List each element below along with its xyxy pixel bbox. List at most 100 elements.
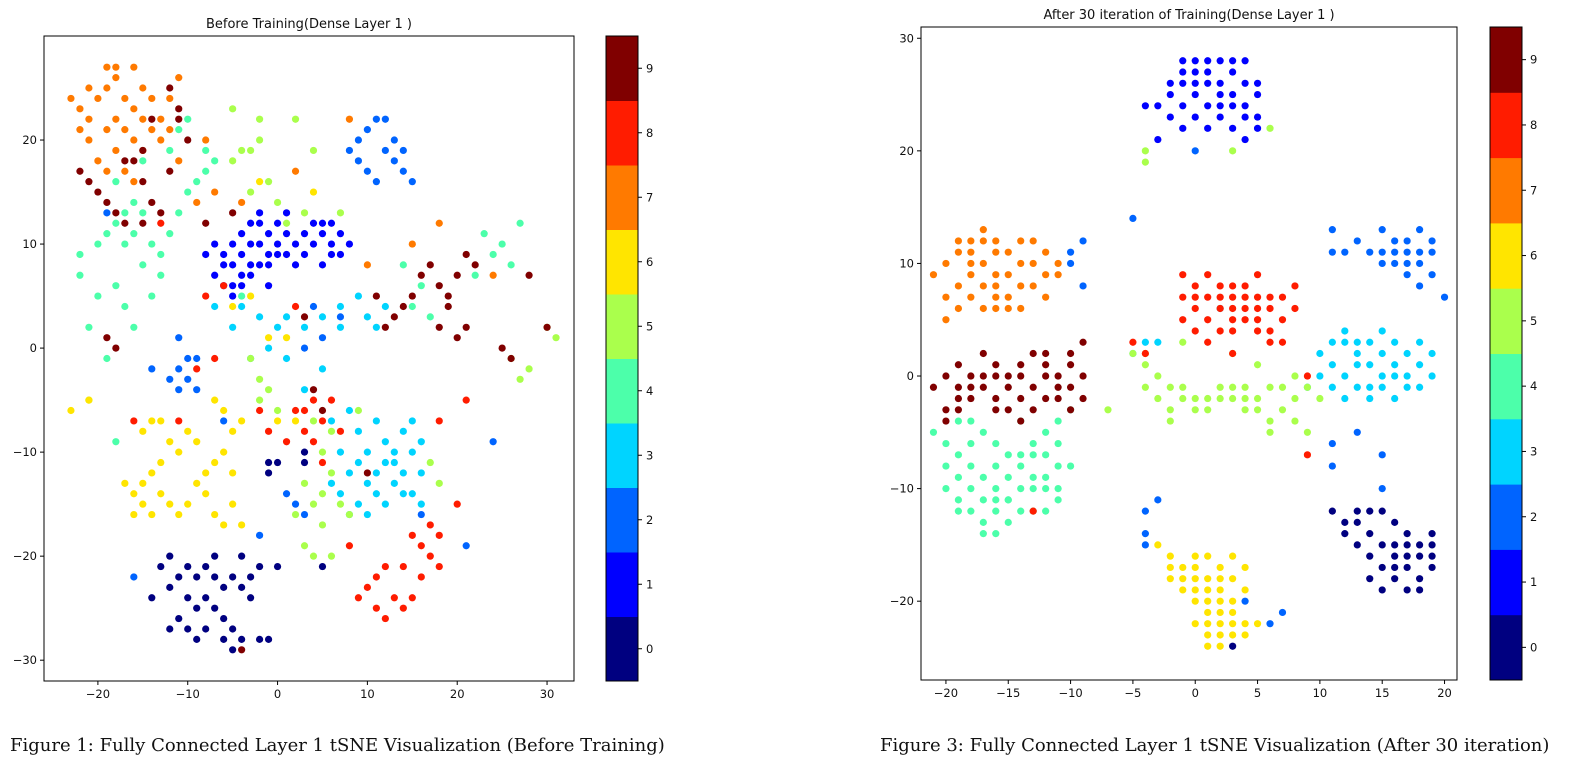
scatter-point-class-2 xyxy=(390,136,398,144)
scatter-point-class-5 xyxy=(300,209,309,217)
scatter-point-class-1 xyxy=(318,261,327,269)
scatter-point-class-4 xyxy=(1004,473,1012,481)
scatter-point-class-1 xyxy=(273,219,282,227)
scatter-point-class-4 xyxy=(954,451,962,459)
scatter-point-class-8 xyxy=(1216,282,1224,290)
scatter-point-class-3 xyxy=(417,500,425,508)
scatter-point-class-3 xyxy=(1416,361,1424,369)
scatter-point-class-6 xyxy=(1154,541,1162,549)
scatter-point-class-9 xyxy=(1029,349,1037,358)
scatter-point-class-1 xyxy=(345,240,354,248)
scatter-point-class-7 xyxy=(291,167,300,175)
scatter-point-class-8 xyxy=(408,594,416,602)
colorbar-tick-label: 9 xyxy=(646,61,653,75)
scatter-point-class-2 xyxy=(1378,451,1386,459)
scatter-point-class-3 xyxy=(1316,349,1324,358)
scatter-point-class-5 xyxy=(309,552,318,560)
colorbar-tick-label: 6 xyxy=(646,255,653,269)
scatter-point-class-7 xyxy=(1054,271,1062,279)
scatter-point-class-9 xyxy=(1079,338,1087,346)
scatter-point-class-8 xyxy=(1029,507,1037,515)
scatter-point-class-4 xyxy=(166,146,174,155)
scatter-point-class-5 xyxy=(1229,147,1237,155)
scatter-point-class-3 xyxy=(1341,338,1349,346)
scatter-point-class-1 xyxy=(1166,113,1174,121)
scatter-point-class-4 xyxy=(166,230,174,238)
scatter-point-class-0 xyxy=(1403,541,1411,549)
scatter-point-class-0 xyxy=(193,635,201,643)
scatter-point-class-4 xyxy=(94,240,102,248)
scatter-point-class-5 xyxy=(552,334,560,342)
colorbar-tick-label: 7 xyxy=(646,190,653,204)
scatter-point-class-8 xyxy=(354,594,363,602)
scatter-point-class-9 xyxy=(1066,361,1075,369)
scatter-point-class-4 xyxy=(184,188,192,196)
colorbar-tick-label: 8 xyxy=(646,126,653,140)
scatter-point-class-0 xyxy=(1416,586,1424,594)
scatter-point-class-4 xyxy=(1066,462,1075,470)
scatter-point-class-8 xyxy=(1216,293,1224,301)
plot-frame xyxy=(920,26,1458,681)
scatter-point-class-6 xyxy=(166,500,174,508)
colorbar-segment-3 xyxy=(1490,418,1522,485)
scatter-point-class-5 xyxy=(1141,383,1149,391)
scatter-point-class-3 xyxy=(1391,372,1399,380)
scatter-point-class-2 xyxy=(1241,597,1249,605)
scatter-point-class-2 xyxy=(1403,259,1411,268)
scatter-point-class-8 xyxy=(1229,304,1237,313)
scatter-point-class-1 xyxy=(1253,124,1262,132)
scatter-point-class-7 xyxy=(76,126,84,134)
colorbar-segment-8 xyxy=(606,100,638,166)
scatter-point-class-6 xyxy=(1216,575,1224,583)
colorbar-tick-label: 4 xyxy=(1530,379,1537,393)
scatter-point-class-6 xyxy=(211,458,219,467)
scatter-point-class-7 xyxy=(435,219,443,227)
scatter-point-class-3 xyxy=(381,458,389,467)
scatter-point-class-7 xyxy=(103,84,111,92)
scatter-point-class-8 xyxy=(1179,316,1187,324)
scatter-point-class-0 xyxy=(175,573,183,581)
scatter-point-class-3 xyxy=(354,500,363,508)
scatter-point-class-5 xyxy=(247,146,255,155)
scatter-point-class-5 xyxy=(1166,383,1174,391)
scatter-point-class-3 xyxy=(1378,349,1386,358)
scatter-point-class-9 xyxy=(453,271,461,279)
scatter-point-class-7 xyxy=(967,237,975,245)
scatter-point-class-2 xyxy=(1403,248,1411,256)
scatter-point-class-7 xyxy=(211,188,219,196)
scatter-point-class-4 xyxy=(139,261,147,269)
scatter-point-class-6 xyxy=(1241,586,1249,594)
scatter-point-class-7 xyxy=(1054,259,1062,268)
scatter-point-class-9 xyxy=(979,349,987,358)
scatter-point-class-6 xyxy=(1204,597,1212,605)
scatter-point-class-4 xyxy=(942,485,950,493)
colorbar-tick-label: 2 xyxy=(646,513,653,527)
scatter-point-class-2 xyxy=(354,136,363,144)
scatter-point-class-2 xyxy=(1129,214,1137,222)
scatter-point-class-1 xyxy=(229,282,237,290)
scatter-point-class-1 xyxy=(1216,79,1224,87)
scatter-point-class-6 xyxy=(130,510,138,519)
x-tick-label: 10 xyxy=(1313,686,1328,700)
scatter-point-class-2 xyxy=(220,417,228,425)
scatter-point-class-3 xyxy=(417,438,425,446)
scatter-point-class-2 xyxy=(148,365,156,373)
scatter-point-class-1 xyxy=(1216,57,1224,65)
scatter-point-class-5 xyxy=(273,198,282,207)
scatter-point-class-1 xyxy=(255,261,264,269)
scatter-point-class-9 xyxy=(399,302,407,311)
scatter-point-class-3 xyxy=(381,302,389,311)
scatter-point-class-8 xyxy=(1204,293,1212,301)
scatter-point-class-1 xyxy=(1179,102,1187,110)
scatter-point-class-8 xyxy=(1129,338,1137,346)
scatter-point-class-7 xyxy=(489,271,497,279)
scatter-point-class-9 xyxy=(300,313,309,321)
scatter-point-class-7 xyxy=(121,94,129,103)
scatter-point-class-9 xyxy=(166,167,174,175)
scatter-point-class-0 xyxy=(229,573,237,581)
scatter-point-class-9 xyxy=(1079,372,1087,380)
scatter-point-class-4 xyxy=(1042,473,1050,481)
scatter-point-class-4 xyxy=(202,167,210,175)
scatter-point-class-8 xyxy=(264,427,273,435)
colorbar-segment-6 xyxy=(1490,222,1522,289)
